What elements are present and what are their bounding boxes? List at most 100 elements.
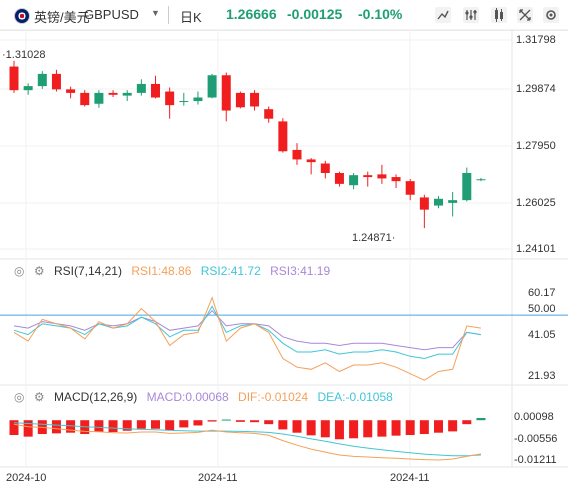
rsi-axis-label: 60.17: [528, 287, 556, 299]
settings-icon[interactable]: ⚙: [33, 390, 45, 404]
indicator-icon[interactable]: [462, 6, 480, 24]
candle-body: [136, 83, 146, 93]
macd-dif-line: [13, 423, 481, 461]
candle-body: [122, 92, 132, 96]
macd-value: MACD:0.00068: [146, 390, 229, 404]
pair-name[interactable]: 英镑/美元: [34, 10, 90, 25]
price-change-pct: -0.10%: [358, 6, 403, 22]
macd-histogram-bar: [179, 420, 189, 428]
candle-body: [250, 92, 260, 107]
rsi-axis-label: 21.93: [528, 370, 556, 382]
macd-histogram-bar: [165, 420, 175, 431]
settings-icon[interactable]: [542, 6, 560, 24]
candle-body: [9, 66, 19, 91]
candle-body: [278, 121, 288, 152]
macd-axis-label: -0.01211: [514, 454, 557, 466]
visibility-toggle-icon[interactable]: ◎: [14, 264, 25, 278]
candle-body: [377, 174, 387, 179]
macd-histogram-bar: [476, 417, 486, 421]
macd-histogram-bar: [9, 420, 19, 436]
macd-histogram-bar: [221, 419, 231, 421]
crosshair-icon[interactable]: [434, 6, 452, 24]
macd-histogram-bar: [122, 420, 132, 431]
macd-histogram-bar: [250, 420, 260, 423]
macd-histogram-bar: [434, 420, 443, 433]
candle-body: [434, 198, 443, 206]
macd-histogram-bar: [391, 420, 401, 436]
dea-value: DEA:-0.01058: [317, 390, 393, 404]
rsi2-value: RSI2:41.72: [200, 264, 261, 278]
macd-axis-label: -0.00556: [514, 433, 558, 445]
rsi3-value: RSI3:41.19: [270, 264, 331, 278]
candle-body: [476, 179, 486, 181]
candle-body: [334, 172, 344, 184]
dif-value: DIF:-0.01024: [238, 390, 309, 404]
candle-body: [179, 101, 189, 103]
candle-body: [448, 200, 458, 203]
macd-histogram-bar: [292, 420, 302, 433]
macd-histogram-bar: [136, 420, 146, 429]
rsi2-line: [13, 305, 481, 360]
macd-histogram-bar: [349, 420, 359, 439]
candle-body: [221, 75, 231, 111]
candle-body: [94, 92, 104, 104]
macd-histogram-bar: [51, 420, 61, 434]
macd-histogram-bar: [377, 420, 387, 437]
candle-body: [51, 73, 61, 90]
macd-histogram-bar: [151, 420, 160, 429]
candle-body: [193, 97, 203, 102]
price-axis-label: 1.27950: [516, 140, 556, 152]
macd-title-bar: ◎ ⚙ MACD(12,26,9) MACD:0.00068 DIF:-0.01…: [14, 390, 399, 404]
rsi1-line: [13, 296, 481, 381]
rsi3-line: [13, 309, 481, 351]
fullscreen-icon[interactable]: [516, 6, 534, 24]
toolbar-divider: [168, 6, 169, 24]
low-price-label: 1.24871·: [352, 232, 396, 244]
macd-histogram-bar: [94, 420, 104, 433]
visibility-toggle-icon[interactable]: ◎: [14, 390, 25, 404]
rsi-axis-label: 50.00: [528, 303, 556, 315]
macd-histogram-bar: [235, 420, 245, 422]
macd-histogram-bar: [320, 420, 330, 438]
candle-body: [80, 92, 90, 106]
rsi1-value: RSI1:48.86: [131, 264, 192, 278]
macd-histogram-bar: [334, 420, 344, 440]
price-axis-label: 1.26025: [516, 197, 556, 209]
rsi-axis-label: 41.05: [528, 329, 556, 341]
symbol-dropdown-icon[interactable]: ▼: [151, 8, 160, 18]
candle-body: [419, 197, 429, 210]
high-price-label: ·1.31028: [2, 49, 46, 61]
candle-body: [23, 86, 33, 91]
candle-body: [391, 177, 401, 182]
date-axis-label: 2024-10: [6, 472, 47, 484]
macd-histogram-bar: [66, 420, 76, 433]
macd-histogram-bar: [264, 420, 274, 425]
macd-histogram-bar: [306, 420, 316, 436]
macd-histogram-bar: [207, 420, 217, 422]
macd-histogram-bar: [462, 420, 472, 425]
candle-body: [37, 73, 47, 87]
macd-histogram-bar: [363, 420, 373, 438]
candle-body: [235, 92, 245, 108]
settings-icon[interactable]: ⚙: [33, 264, 45, 278]
macd-histogram-bar: [448, 420, 458, 432]
candle-body: [306, 159, 316, 163]
macd-histogram-bar: [405, 420, 415, 436]
candle-body: [363, 175, 373, 178]
candle-body: [151, 83, 160, 98]
macd-histogram-bar: [278, 420, 288, 430]
rsi-title[interactable]: RSI(7,14,21): [53, 264, 122, 278]
period-selector[interactable]: 日K: [180, 10, 202, 25]
macd-histogram-bar: [419, 420, 429, 435]
candle-body: [264, 109, 274, 119]
chart-toolbar: 英镑/美元 GBPUSD ▼ 日K 1.26666 -0.00125 -0.10…: [0, 0, 568, 31]
candle-body: [292, 149, 302, 160]
symbol-code[interactable]: GBPUSD: [84, 7, 139, 22]
macd-histogram-bar: [193, 420, 203, 426]
price-change: -0.00125: [287, 6, 343, 22]
macd-dea-line: [13, 422, 481, 457]
candle-body: [207, 75, 217, 98]
macd-title[interactable]: MACD(12,26,9): [53, 390, 138, 404]
draw-icon[interactable]: [490, 6, 508, 24]
